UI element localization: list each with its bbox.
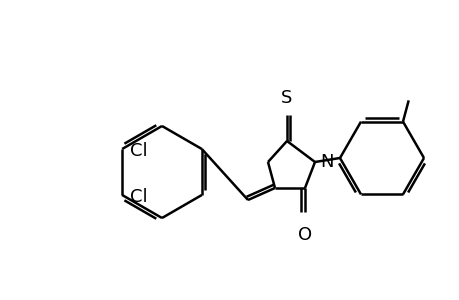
Text: Cl: Cl — [130, 188, 147, 206]
Text: O: O — [297, 226, 311, 244]
Text: N: N — [319, 153, 333, 171]
Text: Cl: Cl — [130, 142, 147, 160]
Text: S: S — [281, 89, 292, 107]
